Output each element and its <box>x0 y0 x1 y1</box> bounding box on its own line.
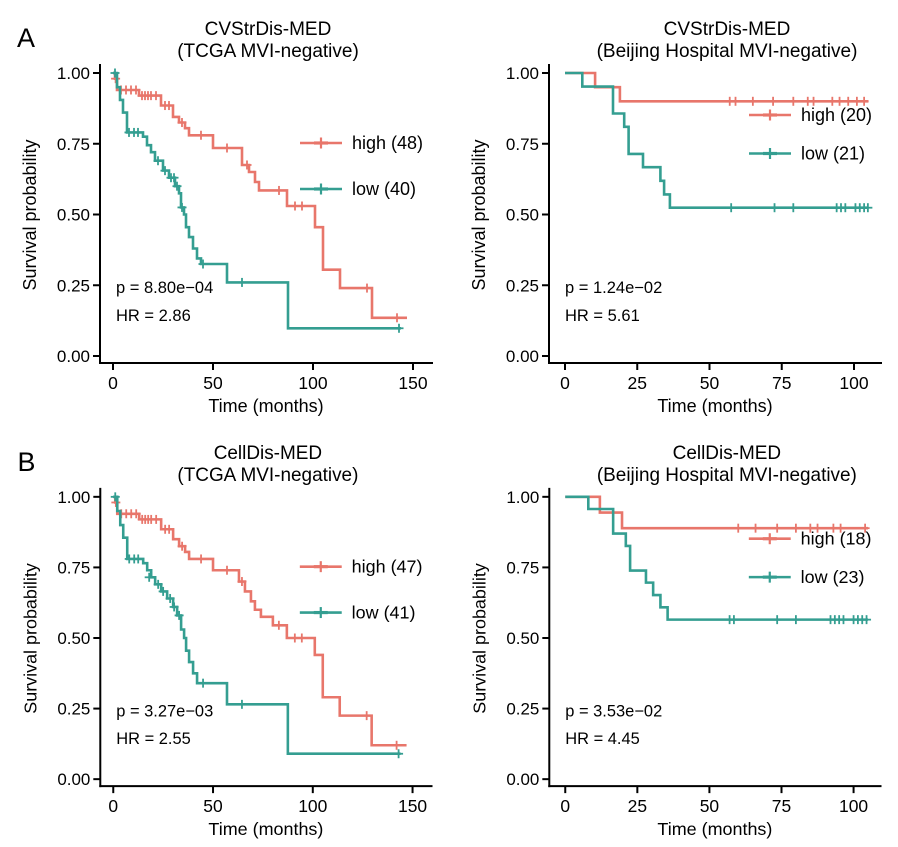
km-curve-low <box>565 71 869 209</box>
x-tick-label: 0 <box>560 796 570 816</box>
x-tick-label: 100 <box>298 373 327 393</box>
panel-subtitle: (Beijing Hospital MVI-negative) <box>597 41 858 62</box>
panel-letter: A <box>17 23 35 53</box>
hazard-ratio-text: HR = 2.55 <box>116 730 191 748</box>
legend-label-high: high (47) <box>352 557 423 577</box>
p-value-text: p = 8.80e−04 <box>116 279 213 297</box>
panel-a-left-cvstrdis-tcga: A CVStrDis-MED(TCGA MVI-negative) 1.00 0.75… <box>17 19 433 416</box>
x-axis-title: Time (months) <box>208 396 323 416</box>
y-tick-label: 0.25 <box>57 276 90 295</box>
y-tick-label: 0.75 <box>57 558 90 577</box>
panel-subtitle: (TCGA MVI-negative) <box>177 41 359 62</box>
y-axis-title: Survival probability <box>20 139 40 290</box>
figure-row-b: B CellDis-MED (TCGA MVI-negative) 1.00 0.75 0… <box>0 424 898 847</box>
y-tick-label: 0.00 <box>506 770 539 789</box>
y-tick-label: 0.00 <box>57 347 90 366</box>
x-tick-label: 150 <box>398 796 427 816</box>
x-tick-label: 75 <box>772 373 791 393</box>
panel-title: CellDis-MED <box>673 443 781 464</box>
x-tick-label: 0 <box>108 373 118 393</box>
panel-letter: B <box>17 447 35 477</box>
panel-subtitle: (TCGA MVI-negative) <box>177 465 358 486</box>
y-axis-title: Survival probability <box>469 563 489 714</box>
p-value-text: p = 3.53e−02 <box>565 702 662 720</box>
y-axis-title: Survival probability <box>469 139 489 290</box>
y-tick-label: 1.00 <box>57 488 90 507</box>
x-tick-label: 100 <box>298 796 327 816</box>
y-tick-label: 0.50 <box>506 206 539 225</box>
x-tick-label: 50 <box>700 796 720 816</box>
x-tick-label: 50 <box>700 373 720 393</box>
panel-title: CVStrDis-MED <box>664 19 791 40</box>
panel-b-right-celldis-beijing: CellDis-MED(Beijing Hospital MVI-negativ… <box>469 443 882 839</box>
hazard-ratio-text: HR = 2.86 <box>116 307 191 325</box>
x-tick-label: 150 <box>398 373 427 393</box>
hazard-ratio-text: HR = 4.45 <box>565 730 640 748</box>
figure-row-a: A CVStrDis-MED (TCGA MVI-negative) 1.00 0.75… <box>17 19 882 416</box>
y-tick-label: 1.00 <box>506 488 539 507</box>
legend-label-low: low (21) <box>801 144 865 164</box>
x-tick-label: 100 <box>839 796 868 816</box>
y-tick-label: 0.25 <box>506 700 539 719</box>
y-tick-label: 0.75 <box>506 135 539 154</box>
x-axis-title: Time (months) <box>657 396 772 416</box>
km-curve-low <box>565 495 868 621</box>
y-tick-label: 0.00 <box>506 347 539 366</box>
y-axis-title: Survival probability <box>20 563 40 714</box>
legend-label-low: low (23) <box>801 567 865 587</box>
x-tick-label: 25 <box>628 796 647 816</box>
legend-label-low: low (41) <box>352 603 416 623</box>
panel-b-left-celldis-tcga: B CellDis-MED(TCGA MVI-negative) 1.00 0.75 0… <box>17 443 433 839</box>
y-tick-label: 0.75 <box>57 135 90 154</box>
legend-label-high: high (20) <box>801 105 872 125</box>
hazard-ratio-text: HR = 5.61 <box>565 307 640 325</box>
y-tick-label: 0.50 <box>57 206 90 225</box>
p-value-text: p = 3.27e−03 <box>116 702 213 720</box>
legend-label-high: high (18) <box>801 529 872 549</box>
y-tick-label: 0.25 <box>57 700 90 719</box>
x-tick-label: 50 <box>203 796 223 816</box>
legend-label-low: low (40) <box>352 179 416 199</box>
y-tick-label: 0.50 <box>57 629 90 648</box>
x-tick-label: 75 <box>772 796 791 816</box>
panel-title: CVStrDis-MED <box>205 19 332 40</box>
legend-label-high: high (48) <box>352 133 423 153</box>
y-tick-label: 0.50 <box>506 629 539 648</box>
x-tick-label: 0 <box>108 796 118 816</box>
y-tick-label: 0.25 <box>506 276 539 295</box>
panel-a-right-cvstrdis-beijing: CVStrDis-MED(Beijing Hospital MVI-negati… <box>469 19 882 416</box>
p-value-text: p = 1.24e−02 <box>565 279 662 297</box>
panel-title: CellDis-MED <box>214 443 322 464</box>
x-tick-label: 25 <box>628 373 647 393</box>
y-tick-label: 1.00 <box>57 64 90 83</box>
x-tick-label: 50 <box>203 373 223 393</box>
x-tick-label: 0 <box>560 373 570 393</box>
x-axis-title: Time (months) <box>208 819 323 839</box>
x-tick-label: 100 <box>839 373 868 393</box>
panel-subtitle: (Beijing Hospital MVI-negative) <box>597 465 857 486</box>
km-curve-high <box>565 495 868 530</box>
x-axis-title: Time (months) <box>657 819 772 839</box>
y-tick-label: 0.75 <box>506 558 539 577</box>
y-tick-label: 1.00 <box>506 64 539 83</box>
y-tick-label: 0.00 <box>57 770 90 789</box>
km-curve-low <box>113 71 401 330</box>
